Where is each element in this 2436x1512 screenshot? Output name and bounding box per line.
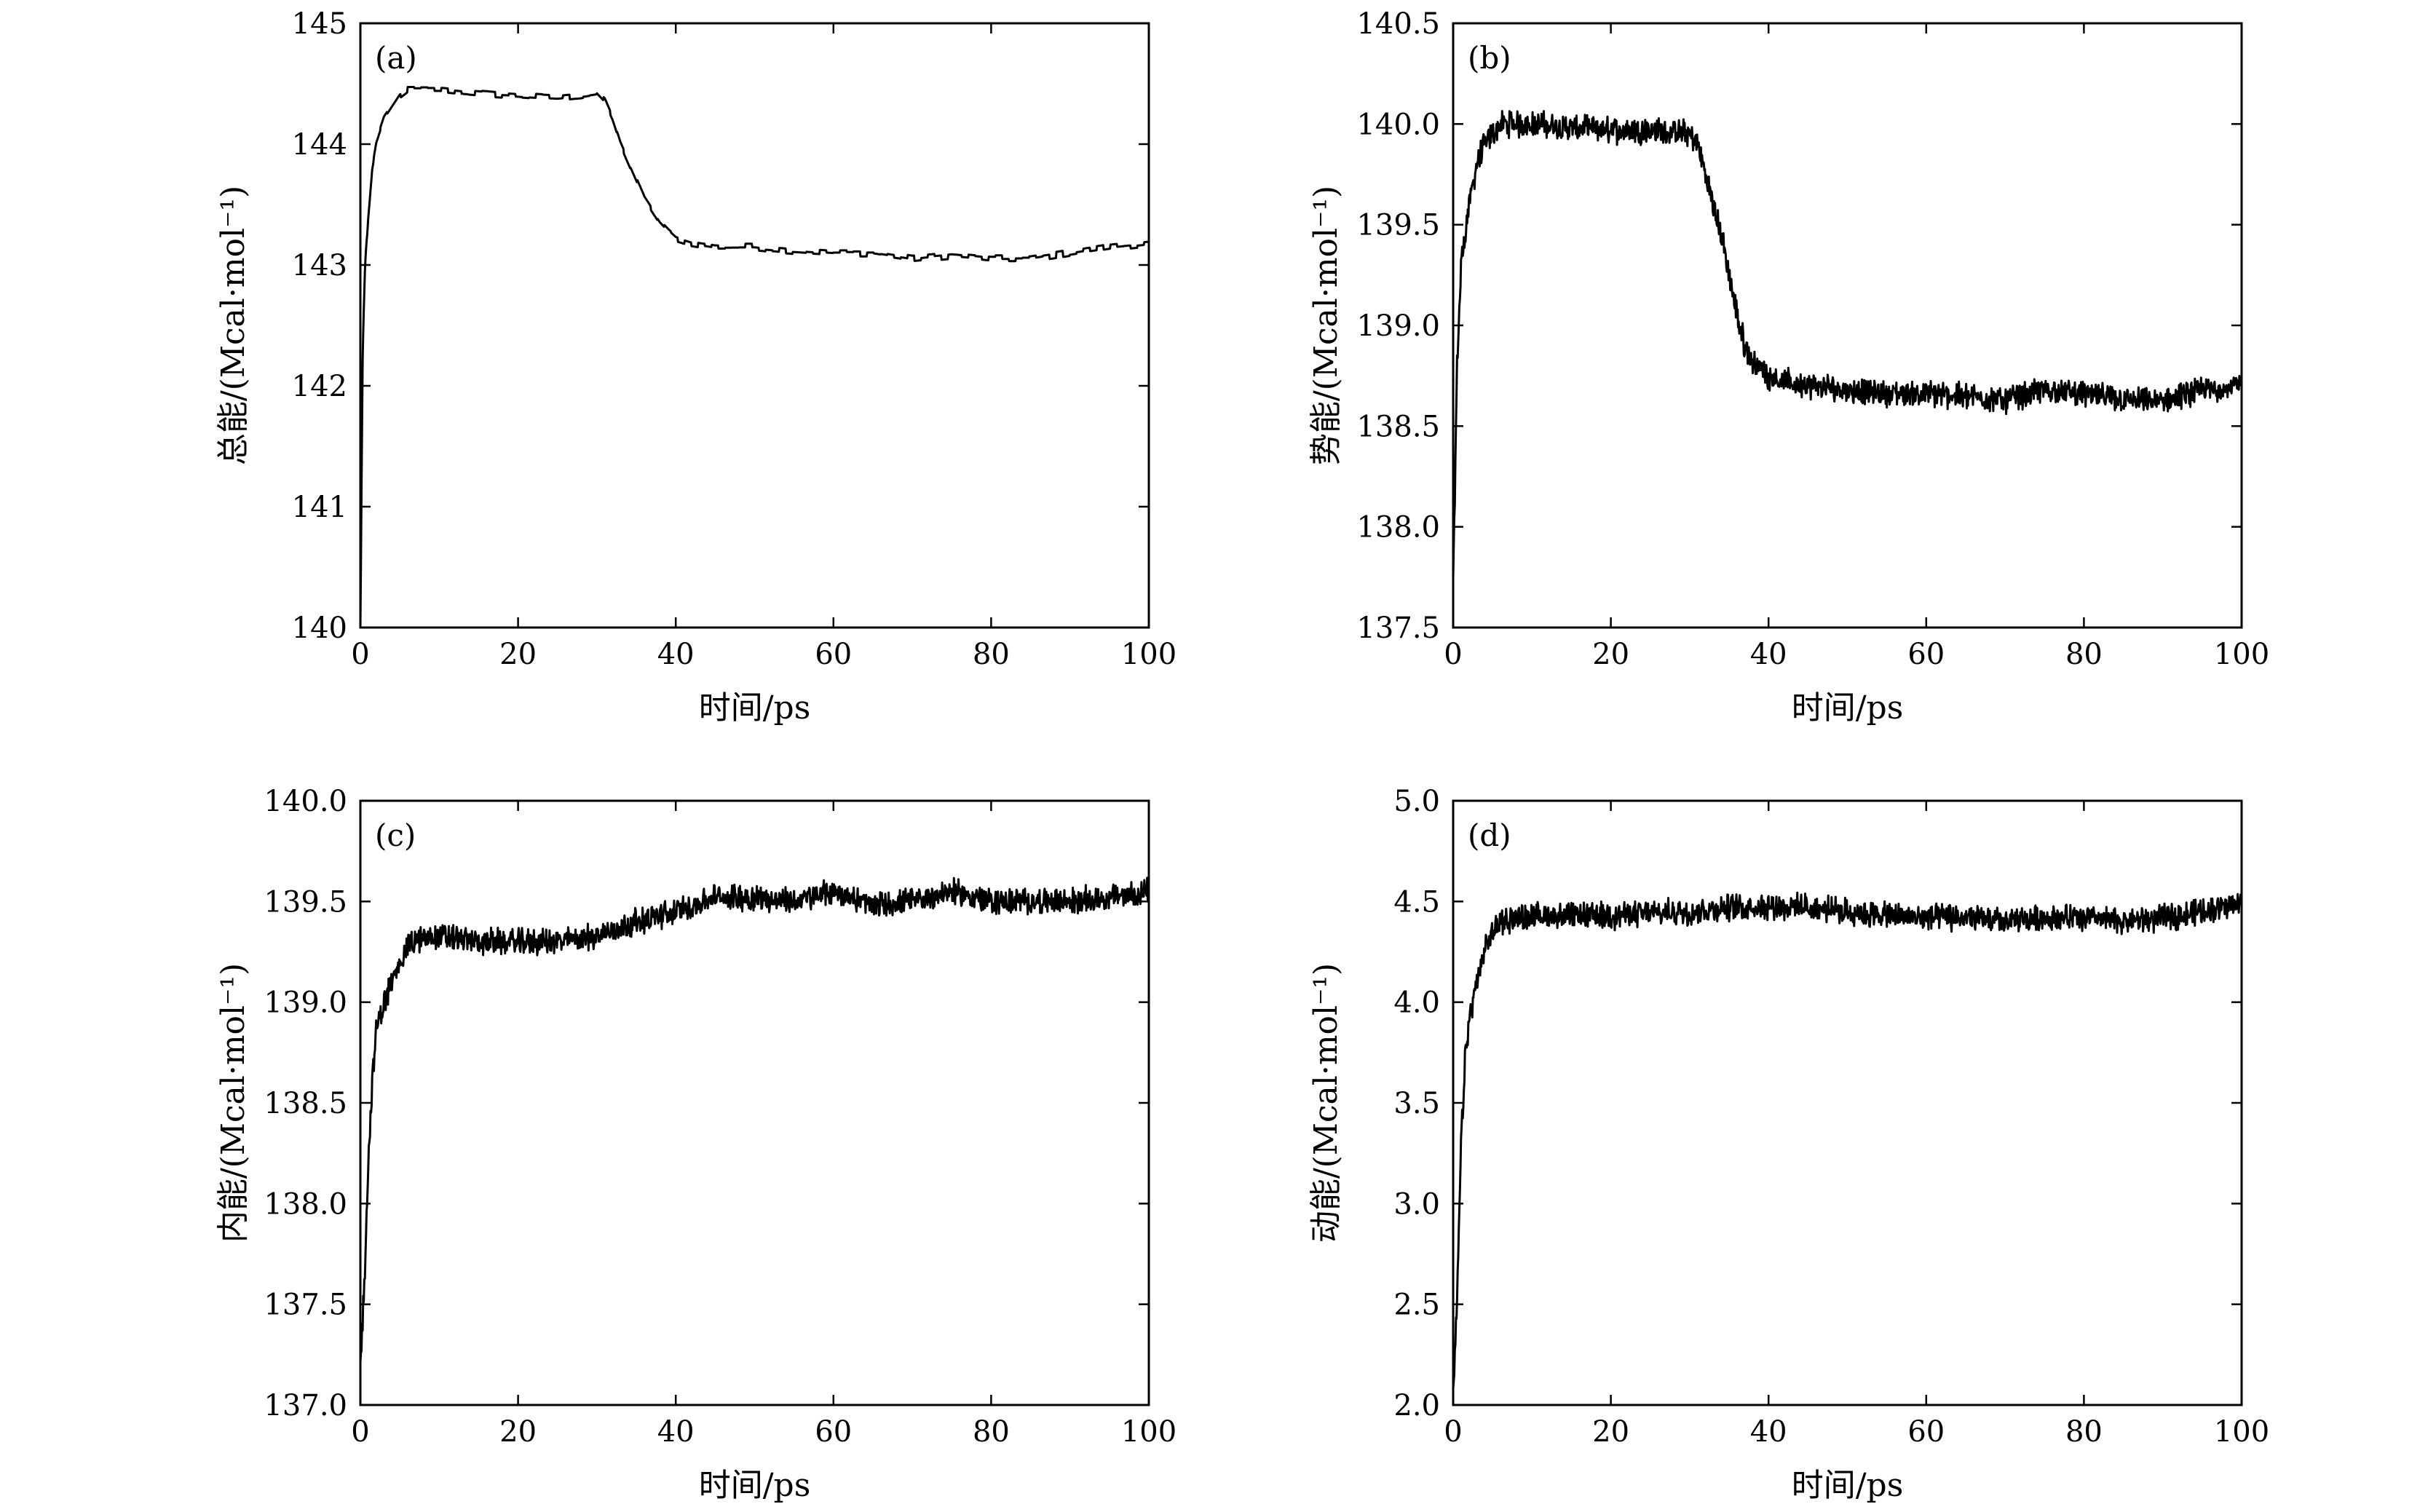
x-axis-label: 时间/ps xyxy=(1792,689,1904,727)
x-tick-label: 100 xyxy=(1121,638,1177,671)
x-tick-label: 20 xyxy=(1592,1415,1629,1449)
y-tick-label: 145 xyxy=(292,7,347,41)
y-tick-label: 4.5 xyxy=(1393,885,1440,919)
y-tick-label: 141 xyxy=(292,491,347,524)
x-tick-label: 60 xyxy=(1907,638,1945,671)
y-tick-label: 3.5 xyxy=(1393,1087,1440,1120)
y-tick-label: 137.5 xyxy=(264,1289,347,1322)
y-tick-label: 5.0 xyxy=(1393,785,1440,818)
y-axis-label: 总能/(Mcal·mol⁻¹) xyxy=(215,186,252,465)
y-tick-label: 144 xyxy=(292,128,347,162)
x-tick-label: 40 xyxy=(657,638,695,671)
x-tick-label: 40 xyxy=(1750,638,1787,671)
y-tick-label: 139.5 xyxy=(264,885,347,919)
y-tick-label: 140.5 xyxy=(1356,7,1440,41)
y-tick-label: 138.5 xyxy=(1356,410,1440,443)
chart-panel-c: 0 20 40 60 80 100 137.0 137.5 138.0 138.5 139.0 139… xyxy=(215,785,1177,1504)
y-tick-label: 3.0 xyxy=(1393,1187,1440,1221)
x-axis-label: 时间/ps xyxy=(699,689,811,727)
y-tick-label: 139.0 xyxy=(1356,309,1440,343)
panel-label: (c) xyxy=(375,818,416,853)
plot-frame xyxy=(1452,799,2243,1406)
series-line-0 xyxy=(1452,110,2243,578)
x-tick-label: 80 xyxy=(2065,1415,2103,1449)
x-tick-label: 40 xyxy=(1750,1415,1787,1449)
x-axis-label: 时间/ps xyxy=(1792,1467,1904,1504)
x-tick-label: 20 xyxy=(499,638,537,671)
y-tick-label: 4.0 xyxy=(1393,986,1440,1020)
y-tick-label: 2.5 xyxy=(1393,1289,1440,1322)
panel-label: (a) xyxy=(375,40,417,76)
x-tick-label: 0 xyxy=(1444,1415,1462,1449)
y-tick-label: 142 xyxy=(292,370,347,403)
y-tick-label: 140.0 xyxy=(264,785,347,818)
x-axis-label: 时间/ps xyxy=(699,1467,811,1504)
y-tick-label: 137.0 xyxy=(264,1389,347,1422)
x-tick-label: 60 xyxy=(815,1415,852,1449)
x-tick-label: 60 xyxy=(815,638,852,671)
y-tick-label: 138.0 xyxy=(264,1187,347,1221)
panel-label: (b) xyxy=(1468,40,1511,76)
panel-label: (d) xyxy=(1468,818,1511,853)
y-axis-label: 内能/(Mcal·mol⁻¹) xyxy=(215,963,252,1243)
y-tick-label: 139.0 xyxy=(264,986,347,1020)
x-tick-label: 80 xyxy=(973,1415,1010,1449)
x-tick-label: 0 xyxy=(351,638,369,671)
series-line-0 xyxy=(359,86,1150,627)
y-tick-label: 143 xyxy=(292,249,347,282)
x-tick-label: 20 xyxy=(499,1415,537,1449)
x-tick-label: 0 xyxy=(351,1415,369,1449)
chart-panel-b: 0 20 40 60 80 100 137.5 138.0 138.5 139.0 139.5 140… xyxy=(1308,7,2269,727)
plot-frame xyxy=(359,799,1150,1406)
y-tick-label: 140 xyxy=(292,611,347,645)
x-tick-label: 100 xyxy=(1121,1415,1177,1449)
x-tick-label: 80 xyxy=(2065,638,2103,671)
y-tick-label: 2.0 xyxy=(1393,1389,1440,1422)
plot-frame xyxy=(1452,22,2243,629)
y-tick-label: 137.5 xyxy=(1356,611,1440,645)
y-tick-label: 140.0 xyxy=(1356,108,1440,141)
y-axis-label: 势能/(Mcal·mol⁻¹) xyxy=(1308,186,1345,465)
x-tick-label: 20 xyxy=(1592,638,1629,671)
chart-panel-a: 0 20 40 60 80 100 140 141 142 143 144 145 (a) 时间/ps 总能… xyxy=(215,7,1177,727)
x-tick-label: 100 xyxy=(2214,1415,2269,1449)
series-line-0 xyxy=(1452,891,2243,1389)
x-tick-label: 60 xyxy=(1907,1415,1945,1449)
x-tick-label: 100 xyxy=(2214,638,2269,671)
y-tick-label: 138.0 xyxy=(1356,511,1440,545)
x-tick-label: 80 xyxy=(973,638,1010,671)
chart-panel-d: 0 20 40 60 80 100 2.0 2.5 3.0 3.5 4.0 4.5 5.0 (d) 时间/p… xyxy=(1308,785,2269,1504)
x-tick-label: 40 xyxy=(657,1415,695,1449)
y-tick-label: 138.5 xyxy=(264,1087,347,1120)
y-tick-label: 139.5 xyxy=(1356,209,1440,242)
x-tick-label: 0 xyxy=(1444,638,1462,671)
series-line-0 xyxy=(359,876,1150,1362)
y-axis-label: 动能/(Mcal·mol⁻¹) xyxy=(1308,963,1345,1243)
plot-frame xyxy=(359,22,1150,629)
